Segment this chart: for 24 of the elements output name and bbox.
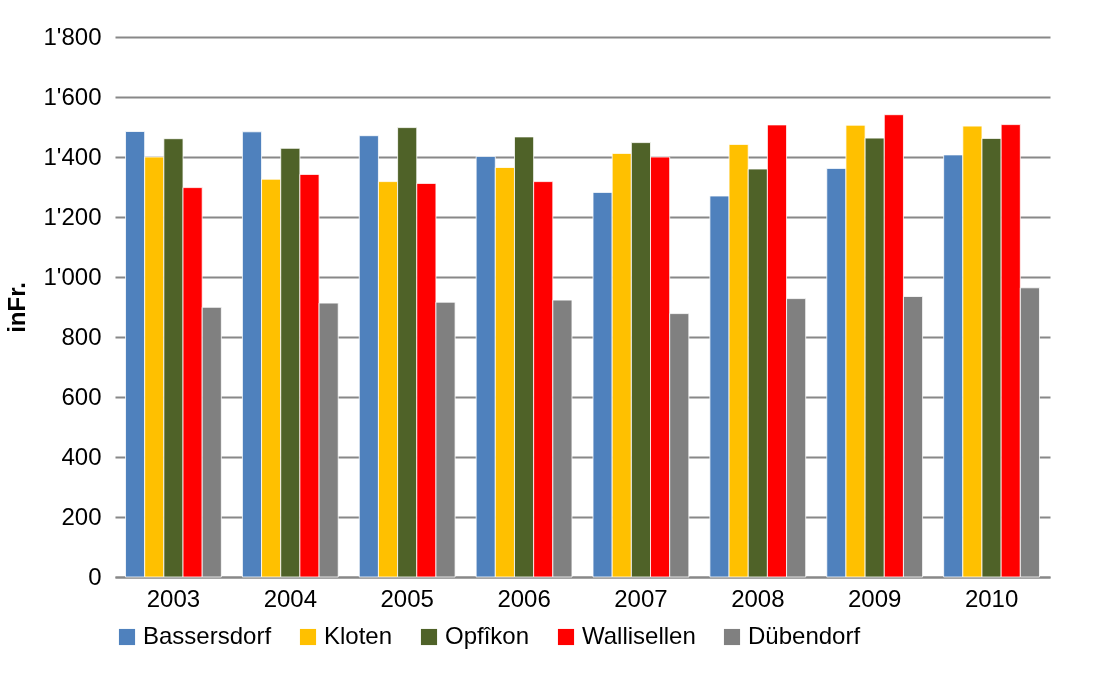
legend-label: Kloten xyxy=(324,622,393,649)
y-tick-label: 0 xyxy=(88,562,102,590)
x-tick-label: 2007 xyxy=(614,584,668,612)
y-axis-title: inFr. xyxy=(2,282,30,333)
y-tick-label: 1'200 xyxy=(43,202,102,230)
y-tick-label: 800 xyxy=(61,322,102,350)
y-tick-label: 1'600 xyxy=(43,82,102,110)
y-tick-label: 1'800 xyxy=(43,22,102,50)
x-tick-label: 2009 xyxy=(847,584,902,612)
x-tick-label: 2004 xyxy=(263,584,318,612)
y-tick-label: 200 xyxy=(61,502,102,530)
x-tick-label: 2005 xyxy=(380,584,434,612)
y-tick-label: 1'400 xyxy=(43,142,102,170)
legend-label: Dübendorf xyxy=(748,622,861,649)
y-tick-label: 600 xyxy=(61,382,102,410)
legend-label: Bassersdorf xyxy=(143,622,272,649)
legend-label: Wallisellen xyxy=(582,622,696,649)
x-tick-label: 2003 xyxy=(146,584,201,612)
x-tick-label: 2006 xyxy=(497,584,551,612)
x-tick-label: 2008 xyxy=(731,584,785,612)
x-tick-label: 2010 xyxy=(964,584,1019,612)
y-tick-label: 400 xyxy=(61,442,102,470)
legend-label: Opfîkon xyxy=(445,622,530,649)
y-tick-label: 1'000 xyxy=(43,262,102,290)
